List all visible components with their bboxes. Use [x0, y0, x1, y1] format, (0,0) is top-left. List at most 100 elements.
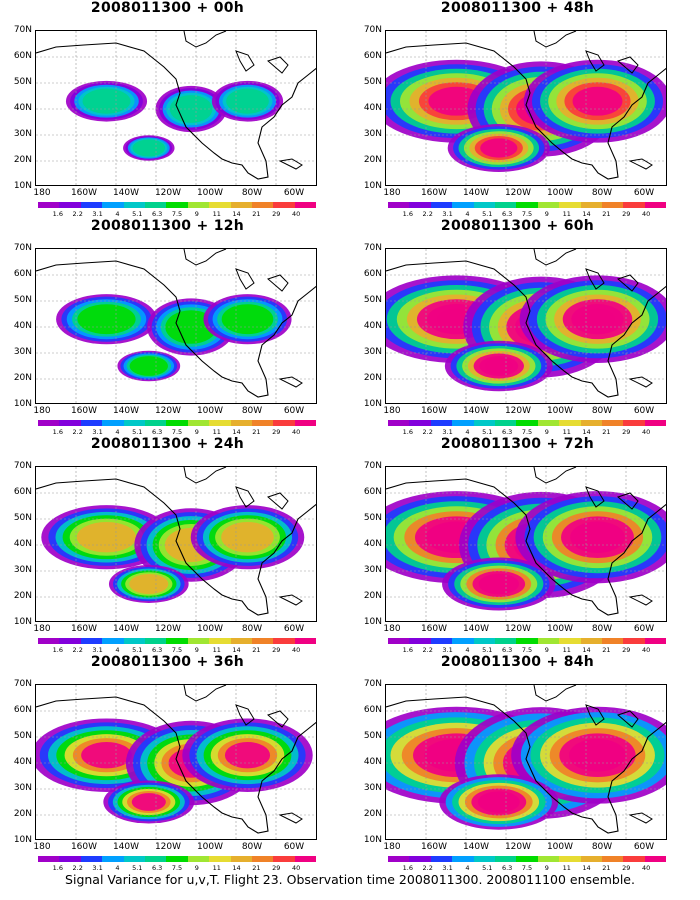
color-bar-swatch — [209, 638, 231, 644]
map-panel: 2008011300 + 00h 70N 60N 50N 40N 30N 20N 10N 180… — [0, 0, 335, 218]
latitude-label: 40N — [13, 321, 32, 331]
longitude-label: 60W — [633, 406, 655, 416]
coastline — [533, 467, 653, 606]
color-bar-swatch — [80, 202, 103, 208]
color-bar-label: 11 — [562, 210, 571, 218]
color-bar-swatch — [59, 202, 81, 208]
color-bar-label: 14 — [232, 646, 241, 654]
color-bar-swatch — [230, 202, 252, 208]
color-bar-swatch — [601, 856, 624, 862]
longitude-label: 100W — [196, 406, 224, 416]
color-bar-swatch — [294, 420, 317, 426]
latitude-label: 20N — [363, 591, 382, 601]
variance-contour — [224, 742, 271, 769]
color-bar-swatch — [80, 420, 103, 426]
color-bar — [388, 202, 667, 208]
color-bar-label: 14 — [582, 210, 591, 218]
variance-contour — [484, 794, 514, 810]
longitude-label: 160W — [70, 406, 98, 416]
variance-contour — [485, 358, 513, 374]
color-bar-label: 4 — [115, 428, 120, 436]
color-bar-label: 7.5 — [171, 646, 183, 654]
longitude-label: 80W — [591, 188, 613, 198]
coastline — [386, 478, 666, 616]
color-bar-label: 14 — [232, 864, 241, 872]
color-bar-swatch — [59, 638, 81, 644]
longitude-label: 160W — [420, 406, 448, 416]
color-bar-swatch — [209, 420, 231, 426]
color-bar-swatch — [601, 638, 624, 644]
variance-contour — [484, 576, 513, 592]
color-bar-label: 9 — [194, 428, 199, 436]
latitude-label: 10N — [13, 835, 32, 845]
color-bar-label: 3.1 — [92, 646, 103, 654]
longitude-label: 60W — [283, 842, 305, 852]
color-bar-label: 11 — [212, 864, 221, 872]
color-bar-swatch — [388, 638, 410, 644]
color-bar-label: 5.1 — [132, 646, 143, 654]
color-bar-label: 7.5 — [521, 646, 533, 654]
contour-map — [35, 248, 317, 404]
coastline — [36, 696, 316, 834]
color-bar-label: 1.6 — [52, 428, 64, 436]
color-bar-swatch — [494, 420, 517, 426]
color-bar-swatch — [644, 638, 667, 644]
color-bar-swatch — [59, 420, 81, 426]
coastline — [386, 260, 666, 398]
latitude-label: 10N — [13, 617, 32, 627]
color-bar-label: 2.2 — [72, 864, 83, 872]
coastline — [183, 31, 303, 170]
color-bar-swatch — [601, 420, 624, 426]
longitude-label: 80W — [591, 624, 613, 634]
color-bar-swatch — [230, 856, 252, 862]
latitude-label: 20N — [13, 809, 32, 819]
longitude-label: 100W — [196, 188, 224, 198]
color-bar-label: 29 — [272, 210, 281, 218]
color-bar-swatch — [187, 420, 210, 426]
longitude-label: 80W — [241, 406, 263, 416]
color-bar-label: 2.2 — [72, 428, 83, 436]
color-bar-label: 7.5 — [521, 210, 533, 218]
coastline — [36, 478, 316, 616]
color-bar-label: 5.1 — [132, 210, 143, 218]
color-bar-label: 2.2 — [422, 210, 433, 218]
longitude-label: 140W — [462, 842, 490, 852]
longitude-label: 60W — [283, 406, 305, 416]
color-bar-label: 21 — [252, 428, 261, 436]
panel-title: 2008011300 + 48h — [440, 0, 595, 16]
color-bar-swatch — [516, 638, 538, 644]
map-panel: 2008011300 + 24h 70N 60N 50N 40N 30N 20N 10N 180… — [0, 436, 335, 654]
color-bar-label: 6.3 — [151, 646, 163, 654]
longitude-label: 80W — [241, 188, 263, 198]
color-bar-swatch — [80, 856, 103, 862]
color-bar-label: 6.3 — [151, 864, 163, 872]
color-bar-swatch — [273, 420, 295, 426]
color-bar-swatch — [273, 856, 295, 862]
variance-contour — [221, 521, 274, 553]
color-bar-label: 1.6 — [52, 646, 64, 654]
color-bar-swatch — [623, 202, 645, 208]
color-bar-label: 40 — [642, 864, 651, 872]
variance-contour — [480, 138, 518, 158]
color-bar-label: 3.1 — [92, 864, 103, 872]
longitude-label: 160W — [420, 842, 448, 852]
color-bar-swatch — [452, 638, 474, 644]
contour-map — [385, 466, 667, 622]
coastline — [533, 31, 653, 170]
longitude-label: 180 — [33, 188, 51, 198]
color-bar-label: 9 — [194, 864, 199, 872]
color-bar-label: 1.6 — [402, 428, 414, 436]
latitude-label: 50N — [13, 77, 32, 87]
color-bar-swatch — [209, 856, 231, 862]
color-bar-swatch — [537, 420, 560, 426]
color-bar-swatch — [294, 856, 317, 862]
latitude-label: 30N — [363, 347, 382, 357]
color-bar-swatch — [388, 420, 410, 426]
variance-contour — [129, 574, 169, 594]
longitude-label: 160W — [420, 188, 448, 198]
coastline — [386, 42, 666, 180]
latitude-label: 10N — [363, 181, 382, 191]
longitude-label: 140W — [462, 406, 490, 416]
variance-contour — [81, 742, 132, 769]
color-bar-label: 9 — [544, 428, 549, 436]
